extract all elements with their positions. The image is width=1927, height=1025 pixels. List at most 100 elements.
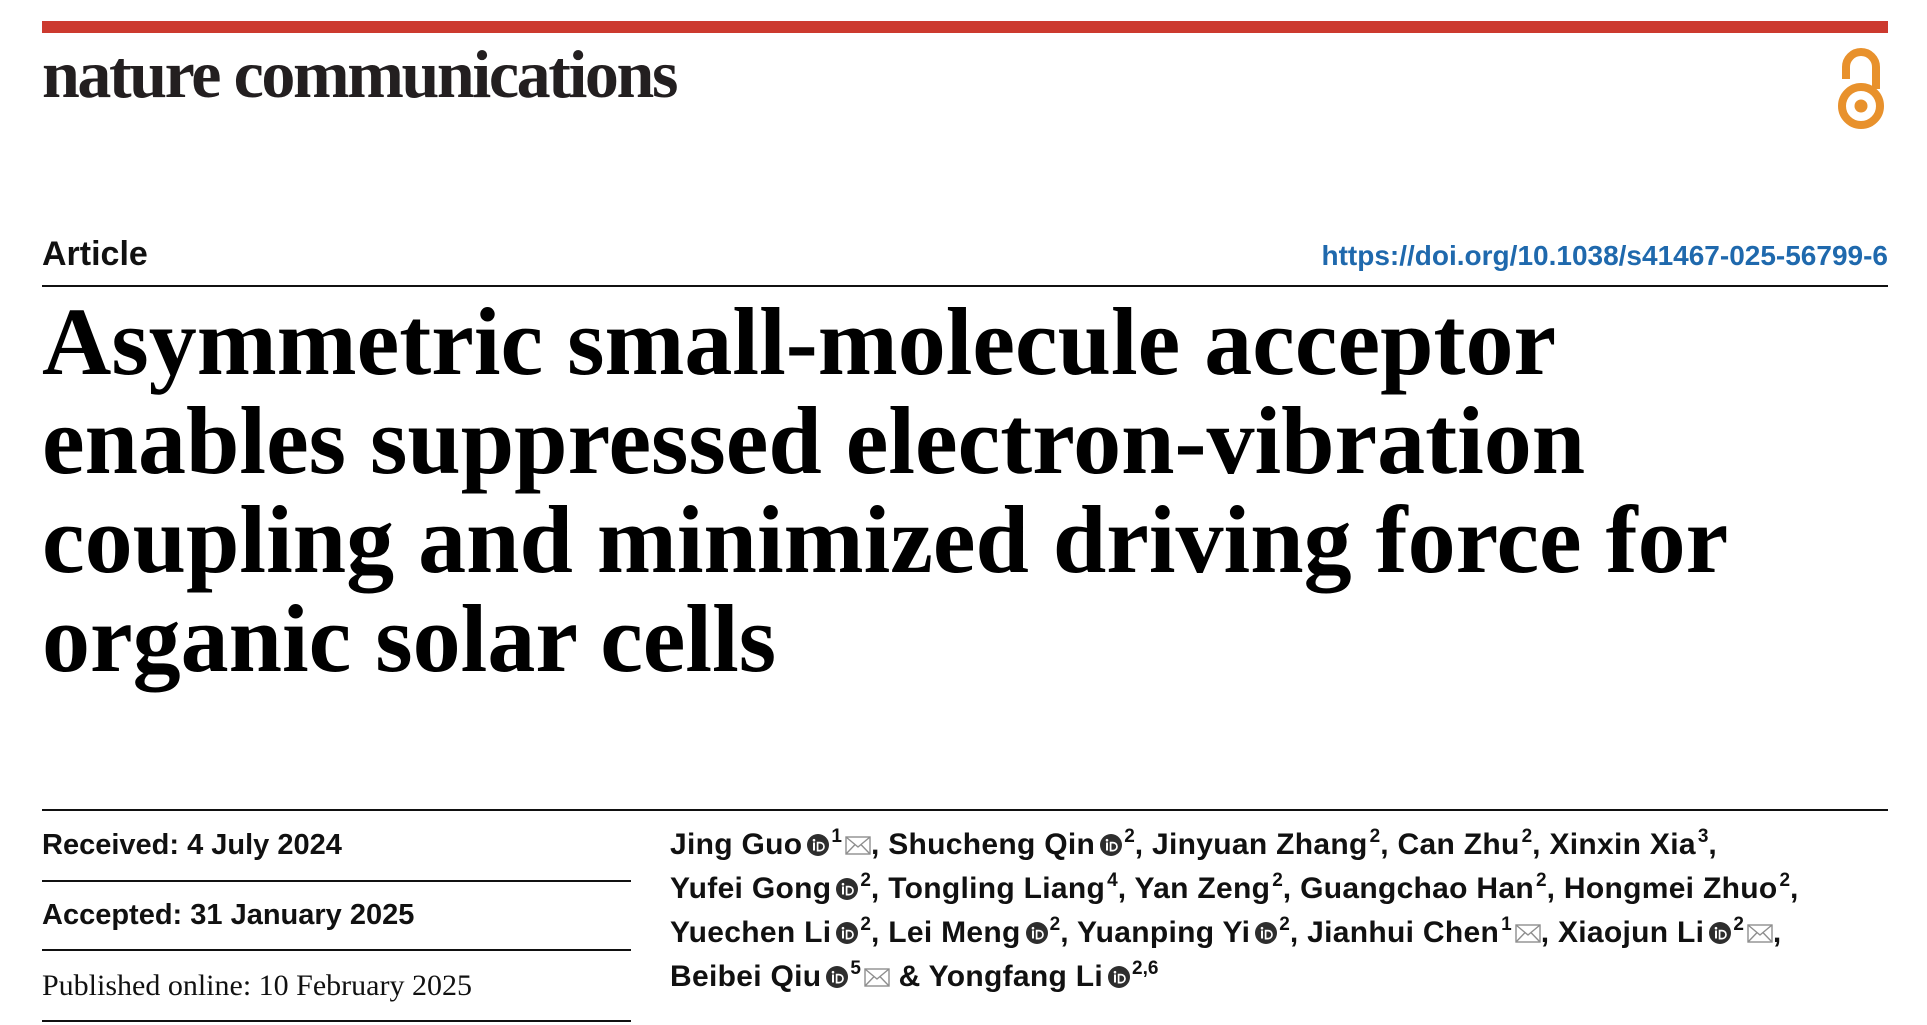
accepted-date: Accepted: 31 January 2025 (42, 899, 415, 931)
author-name: Tongling Liang (888, 872, 1106, 905)
author: Guangchao Han 2 (1300, 870, 1547, 905)
author-name: Jing Guo (670, 828, 803, 861)
affiliation-marker: 2 (1124, 826, 1135, 847)
author-line: Beibei Qiu 5 & Yongfang Li 2,6 (670, 955, 1888, 999)
affiliation-marker: 4 (1107, 870, 1118, 891)
affiliation-marker: 2 (1521, 826, 1533, 847)
affiliation-marker: 2 (1733, 914, 1744, 935)
author-name: Lei Meng (888, 916, 1021, 949)
author-separator: & (889, 960, 929, 993)
author-name: Yuechen Li (670, 916, 832, 949)
date-divider (42, 1020, 631, 1022)
author: Jing Guo 1 (670, 826, 871, 861)
envelope-icon[interactable] (1514, 924, 1541, 943)
orcid-icon[interactable] (1709, 922, 1732, 944)
author: Can Zhu 2 (1397, 826, 1533, 861)
author-name: Can Zhu (1397, 828, 1520, 861)
affiliation-marker: 2 (1272, 870, 1283, 891)
author-name: Jinyuan Zhang (1152, 828, 1368, 861)
orcid-icon[interactable] (1025, 922, 1048, 944)
author-separator: , (1532, 828, 1550, 861)
author: Yufei Gong 2 (670, 870, 871, 905)
author: Tongling Liang 4 (888, 870, 1118, 905)
author-line: Yuechen Li 2, Lei Meng 2, Yuanping Yi 2, Ji… (670, 911, 1888, 955)
orcid-icon[interactable] (807, 834, 830, 856)
affiliation-marker: 2,6 (1132, 958, 1159, 979)
header-rule (42, 285, 1888, 287)
orcid-icon[interactable] (836, 922, 859, 944)
orcid-icon[interactable] (836, 878, 859, 900)
orcid-icon[interactable] (1108, 966, 1131, 988)
author-list: Jing Guo 1, Shucheng Qin 2, Jinyuan Zhang 2… (670, 823, 1888, 999)
author-name: Beibei Qiu (670, 960, 822, 993)
author-name: Shucheng Qin (888, 828, 1096, 861)
open-access-icon (1833, 45, 1889, 129)
orcid-icon[interactable] (1100, 834, 1123, 856)
article-title: Asymmetric small-molecule acceptor enabl… (42, 288, 1727, 692)
orcid-icon[interactable] (826, 966, 849, 988)
affiliation-marker: 1 (831, 826, 842, 847)
title-rule (42, 809, 1888, 811)
author-separator: , (1289, 916, 1308, 949)
author: Beibei Qiu 5 (670, 958, 890, 993)
affiliation-marker: 2 (1279, 914, 1290, 935)
affiliation-marker: 2 (860, 914, 871, 935)
author: Jinyuan Zhang 2 (1152, 826, 1381, 861)
author-name: Yan Zeng (1134, 872, 1271, 905)
author: Xinxin Xia 3 (1549, 826, 1709, 861)
affiliation-marker: 2 (1779, 870, 1791, 891)
author-name: Jianhui Chen (1307, 916, 1500, 949)
author-name: Xiaojun Li (1557, 916, 1705, 949)
article-type-label: Article (42, 235, 148, 273)
author-name: Yufei Gong (670, 872, 832, 905)
author-separator: , (1772, 916, 1782, 949)
date-divider (42, 880, 631, 882)
affiliation-marker: 3 (1697, 826, 1709, 847)
author: Lei Meng 2 (888, 914, 1061, 949)
author: Jianhui Chen 1 (1307, 914, 1541, 949)
affiliation-marker: 2 (1536, 870, 1547, 891)
envelope-icon[interactable] (845, 836, 871, 855)
author: Hongmei Zhuo 2 (1563, 870, 1791, 905)
author-name: Yuanping Yi (1076, 916, 1251, 949)
author-separator: , (1790, 872, 1799, 905)
author-separator: , (870, 872, 889, 905)
author: Yan Zeng 2 (1134, 870, 1283, 905)
author-name: Guangchao Han (1300, 872, 1535, 905)
author-separator: , (1708, 828, 1718, 861)
author: Yuechen Li 2 (670, 914, 871, 949)
date-divider (42, 949, 631, 951)
author-name: Xinxin Xia (1549, 828, 1696, 861)
author-line: Jing Guo 1, Shucheng Qin 2, Jinyuan Zhang 2… (670, 823, 1888, 867)
author: Xiaojun Li 2 (1557, 914, 1773, 949)
author-line: Yufei Gong 2, Tongling Liang 4, Yan Zeng 2,… (670, 867, 1888, 911)
author-separator: , (1060, 916, 1077, 949)
journal-logo[interactable]: nature communications (42, 36, 678, 112)
envelope-icon[interactable] (864, 968, 890, 987)
author-separator: , (870, 916, 889, 949)
author-separator: , (1546, 872, 1564, 905)
orcid-icon[interactable] (1255, 922, 1278, 944)
published-date: Published online: 10 February 2025 (42, 969, 472, 1002)
affiliation-marker: 2 (1049, 914, 1061, 935)
affiliation-marker: 5 (850, 958, 861, 979)
author-separator: , (1282, 872, 1301, 905)
author-separator: , (1380, 828, 1398, 861)
affiliation-marker: 2 (860, 870, 871, 891)
affiliation-marker: 1 (1501, 914, 1512, 935)
author: Yuanping Yi 2 (1076, 914, 1290, 949)
author: Yongfang Li 2,6 (928, 958, 1159, 993)
received-date: Received: 4 July 2024 (42, 829, 342, 861)
author-separator: , (1117, 872, 1135, 905)
envelope-icon[interactable] (1747, 924, 1773, 943)
author-name: Yongfang Li (928, 960, 1104, 993)
affiliation-marker: 2 (1369, 826, 1381, 847)
author-name: Hongmei Zhuo (1563, 872, 1778, 905)
doi-link[interactable]: https://doi.org/10.1038/s41467-025-56799… (1321, 240, 1888, 271)
author-separator: , (1540, 916, 1558, 949)
author: Shucheng Qin 2 (888, 826, 1135, 861)
journal-brand-bar (42, 21, 1888, 33)
author-separator: , (1134, 828, 1153, 861)
author-separator: , (870, 828, 889, 861)
